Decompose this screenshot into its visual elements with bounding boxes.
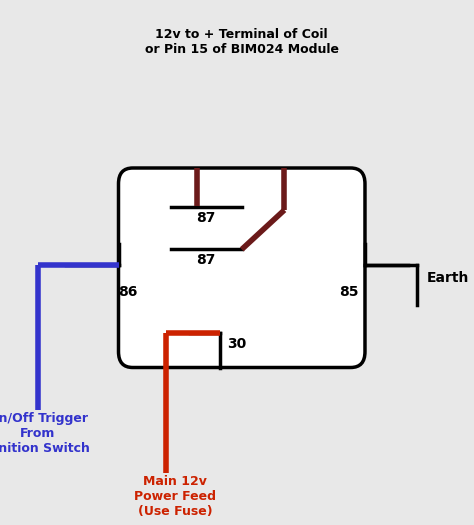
Text: 12v to + Terminal of Coil
or Pin 15 of BIM024 Module: 12v to + Terminal of Coil or Pin 15 of B… bbox=[145, 28, 339, 56]
FancyBboxPatch shape bbox=[118, 168, 365, 368]
Text: 85: 85 bbox=[338, 285, 358, 299]
Text: On/Off Trigger
From
Ignition Switch: On/Off Trigger From Ignition Switch bbox=[0, 412, 91, 455]
Text: 87: 87 bbox=[197, 253, 216, 267]
Text: 87: 87 bbox=[197, 211, 216, 225]
Text: Main 12v
Power Feed
(Use Fuse): Main 12v Power Feed (Use Fuse) bbox=[135, 475, 216, 518]
Text: Earth: Earth bbox=[427, 271, 469, 285]
Text: 86: 86 bbox=[118, 285, 137, 299]
Text: 30: 30 bbox=[228, 337, 247, 351]
